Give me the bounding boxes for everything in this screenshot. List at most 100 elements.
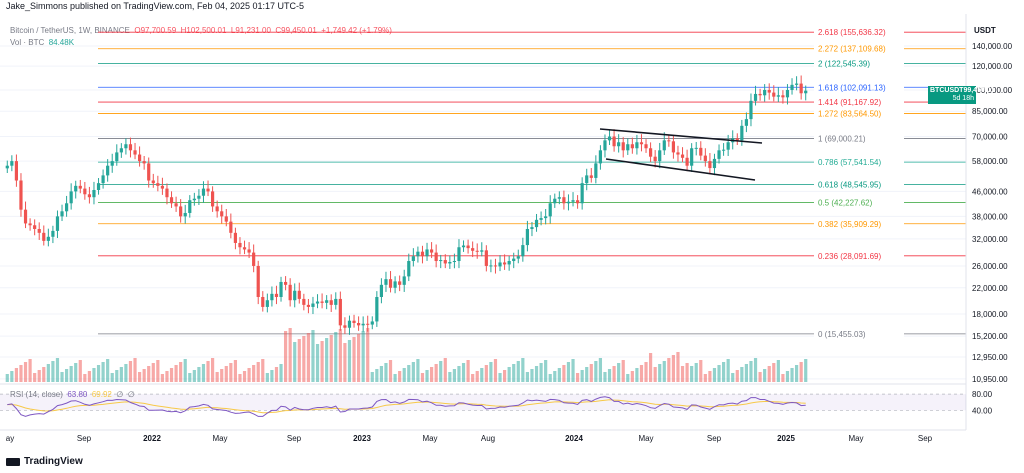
volume-bar <box>33 373 37 382</box>
candle-body <box>416 251 420 257</box>
candle-body <box>452 261 457 263</box>
volume-label: Vol · BTC <box>10 38 45 47</box>
candle-body <box>288 284 292 301</box>
volume-bar <box>352 337 356 382</box>
volume-bar <box>539 363 543 382</box>
volume-legend[interactable]: Vol · BTC 84.48K <box>10 38 74 47</box>
volume-bar <box>165 371 169 382</box>
fib-label-bg <box>814 217 904 229</box>
candle-body <box>10 161 14 166</box>
fib-level-label: 0.382 (35,909.29) <box>818 220 881 229</box>
volume-bar <box>188 373 192 382</box>
symbol-title: Bitcoin / TetherUS, 1W, BINANCE <box>10 26 130 35</box>
volume-bar <box>311 330 315 382</box>
candle-body <box>612 136 616 147</box>
candle-body <box>302 298 306 305</box>
fib-level-label: 1.272 (83,564.50) <box>818 109 881 118</box>
volume-bar <box>96 365 101 382</box>
rsi-line <box>7 396 806 417</box>
volume-bar <box>78 360 82 382</box>
price-tick-label: 58,000.00 <box>972 157 1008 166</box>
volume-bar <box>206 361 210 382</box>
volume-bar <box>201 364 206 382</box>
rsi-extra-1: ∅ <box>116 390 124 399</box>
candle-body <box>14 161 19 181</box>
rsi-value: 63.80 <box>67 390 88 399</box>
fib-label-bg <box>814 249 904 261</box>
volume-bar <box>575 373 580 382</box>
candle-body <box>252 252 256 266</box>
symbol-legend[interactable]: Bitcoin / TetherUS, 1W, BINANCE O97,700.… <box>10 26 392 35</box>
candle-body <box>635 142 639 149</box>
ohlc-close: C99,450.01 <box>275 26 317 35</box>
rsi-tick-label: 80.00 <box>972 390 993 399</box>
volume-bar <box>662 361 666 382</box>
candle-body <box>320 301 324 303</box>
candle-body <box>183 212 187 217</box>
volume-bar <box>794 365 799 382</box>
candle-body <box>92 189 96 198</box>
candle-body <box>306 304 311 307</box>
fib-level-label: 1.618 (102,091.13) <box>818 83 886 92</box>
channel-lines <box>599 128 763 181</box>
fibonacci-levels: 2.618 (155,636.32) 2.272 (137,109.68) 2 (1… <box>98 26 966 339</box>
candle-body <box>708 161 712 169</box>
tradingview-logo[interactable]: TradingView <box>6 456 83 467</box>
volume-bar <box>233 360 238 382</box>
volume-bar <box>320 341 324 382</box>
candle-body <box>388 279 393 288</box>
volume-bar <box>87 371 92 382</box>
candle-body <box>124 144 128 149</box>
volume-bar <box>156 360 160 382</box>
rsi-legend[interactable]: RSI (14, close) 63.80 69.92 ∅ ∅ <box>10 390 135 399</box>
candle-body <box>197 195 201 199</box>
volume-bar <box>74 363 78 382</box>
candle-body <box>507 261 511 265</box>
candle-body <box>110 161 114 166</box>
volume-bar <box>749 361 753 382</box>
candle-body <box>621 142 625 151</box>
candle-body <box>571 200 575 202</box>
time-tick-label: ay <box>6 434 14 443</box>
fib-level-label: 0.5 (42,227.62) <box>818 199 873 208</box>
volume-bar <box>785 371 790 382</box>
volume-bar <box>429 367 434 382</box>
candle-body <box>220 211 224 217</box>
candle-body <box>699 147 703 156</box>
price-chart[interactable]: 2.618 (155,636.32) 2.272 (137,109.68) 2 (1… <box>0 0 1024 452</box>
volume-bar <box>224 366 228 382</box>
volume-bar <box>767 366 771 382</box>
volume-bar <box>475 371 479 382</box>
volume-bar <box>680 366 685 382</box>
volume-bar <box>525 372 530 382</box>
volume-bar <box>42 367 46 382</box>
candle-body <box>101 175 105 184</box>
time-tick-label: Sep <box>918 434 933 443</box>
volume-bar <box>585 367 589 382</box>
volume-bar <box>160 374 165 382</box>
candle-body <box>662 140 666 151</box>
candle-body <box>493 265 498 267</box>
candle-body <box>74 185 78 192</box>
tradingview-icon <box>6 457 20 466</box>
price-axis-currency: USDT <box>974 26 996 35</box>
volume-bar <box>717 365 721 382</box>
candle-body <box>553 198 557 204</box>
candle-body <box>466 245 470 249</box>
candle-body <box>794 83 799 85</box>
volume-bar <box>589 364 593 382</box>
candle-body <box>502 262 507 265</box>
volume-bar <box>347 340 352 382</box>
candle-body <box>580 183 584 204</box>
time-tick-label: Aug <box>481 434 495 443</box>
chart-header: Jake_Simmons published on TradingView.co… <box>0 0 1024 12</box>
candle-body <box>753 93 758 101</box>
candle-body <box>42 232 46 241</box>
volume-bar <box>247 368 251 382</box>
volume-bar <box>106 359 110 382</box>
rsi-band <box>0 394 966 411</box>
volume-bar <box>60 372 64 382</box>
volume-bar <box>804 359 808 382</box>
candle-body <box>115 152 119 162</box>
volume-bar <box>639 365 644 382</box>
